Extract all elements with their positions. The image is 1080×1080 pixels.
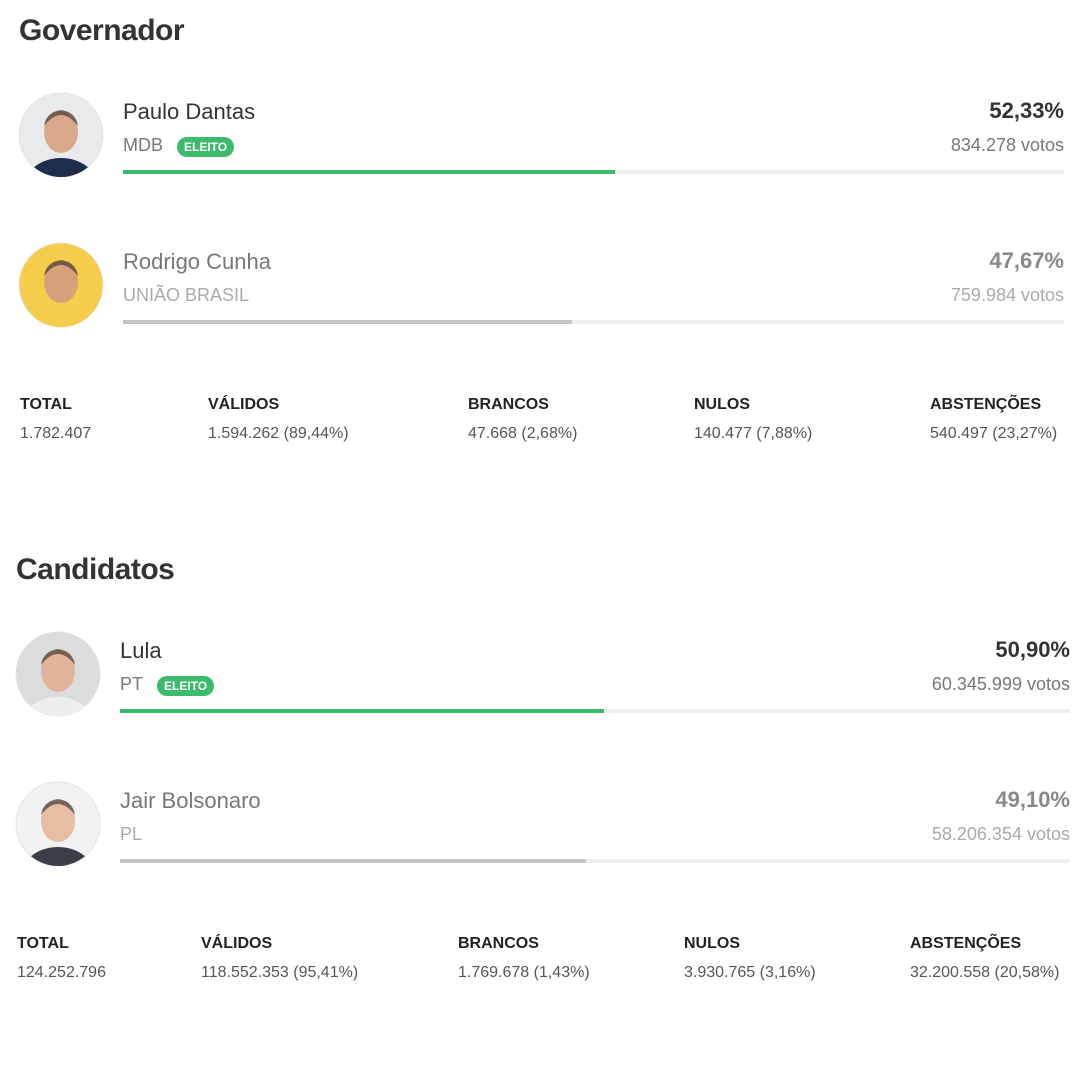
- stat-value: 540.497 (23,27%): [930, 425, 1058, 442]
- candidate-party: PL: [120, 824, 143, 844]
- avatar-shape: [27, 260, 95, 327]
- stat-value: 124.252.796: [17, 964, 106, 981]
- elected-badge: ELEITO: [157, 676, 215, 696]
- section-title: Candidatos: [16, 553, 175, 586]
- stat-label: ABSTENÇÕES: [910, 935, 1022, 952]
- candidate-percent: 49,10%: [995, 787, 1070, 812]
- vote-bar-track: [120, 859, 1070, 863]
- vote-bar: [120, 709, 604, 713]
- avatar-shape: [27, 158, 95, 177]
- candidate-name: Jair Bolsonaro: [120, 788, 261, 813]
- stat-label: TOTAL: [20, 396, 72, 413]
- candidate-votes: 60.345.999 votos: [931, 674, 1070, 694]
- candidate-name: Rodrigo Cunha: [123, 249, 271, 274]
- avatar-shape: [41, 800, 75, 842]
- avatar-shape: [27, 308, 95, 327]
- stat-value: 1.594.262 (89,44%): [208, 425, 349, 442]
- candidate-party: PT: [120, 674, 144, 694]
- stat-label: BRANCOS: [468, 396, 549, 413]
- avatar-shape: [44, 111, 78, 153]
- stat-value: 47.668 (2,68%): [468, 425, 578, 442]
- avatar-shape: [44, 260, 78, 276]
- stat-value: 32.200.558 (20,58%): [910, 964, 1060, 981]
- vote-bar-track: [123, 320, 1064, 324]
- stat-label: ABSTENÇÕES: [930, 396, 1042, 413]
- vote-bar-track: [120, 709, 1070, 713]
- avatar-shape: [41, 799, 75, 815]
- stat-value: 3.930.765 (3,16%): [684, 964, 816, 981]
- candidate-percent: 50,90%: [995, 637, 1070, 662]
- stat-label: VÁLIDOS: [201, 935, 273, 952]
- stat-value: 140.477 (7,88%): [694, 425, 813, 442]
- avatar-shape: [24, 697, 92, 716]
- avatar-shape: [44, 261, 78, 303]
- stat-value: 1.769.678 (1,43%): [458, 964, 590, 981]
- candidate-votes: 834.278 votos: [950, 135, 1064, 155]
- candidate-party: UNIÃO BRASIL: [123, 285, 250, 305]
- avatar: [15, 631, 101, 717]
- candidate-percent: 47,67%: [989, 248, 1064, 273]
- avatar-shape: [24, 799, 92, 866]
- section-title: Governador: [19, 14, 185, 47]
- avatar-shape: [27, 110, 95, 177]
- candidate-name: Paulo Dantas: [123, 99, 256, 124]
- candidate-name: Lula: [120, 638, 162, 663]
- avatar-shape: [41, 650, 75, 692]
- stat-label: VÁLIDOS: [208, 396, 280, 413]
- stat-label: NULOS: [684, 935, 740, 952]
- stat-label: TOTAL: [17, 935, 69, 952]
- stat-value: 1.782.407: [20, 425, 92, 442]
- vote-bar: [123, 320, 572, 324]
- candidate-votes: 58.206.354 votos: [931, 824, 1070, 844]
- candidate-party: MDB: [123, 135, 163, 155]
- avatar: [18, 242, 104, 328]
- vote-bar: [120, 859, 587, 863]
- avatar-shape: [24, 847, 92, 866]
- stat-value: 118.552.353 (95,41%): [201, 964, 359, 981]
- avatar: [18, 92, 104, 178]
- vote-bar-track: [123, 170, 1064, 174]
- avatar: [15, 781, 101, 867]
- avatar-shape: [44, 110, 78, 126]
- avatar-shape: [24, 649, 92, 716]
- stat-label: BRANCOS: [458, 935, 539, 952]
- avatar-shape: [41, 649, 75, 665]
- elected-badge: ELEITO: [177, 137, 235, 157]
- candidate-votes: 759.984 votos: [950, 285, 1064, 305]
- vote-bar: [123, 170, 616, 174]
- stat-label: NULOS: [694, 396, 750, 413]
- candidate-percent: 52,33%: [989, 98, 1064, 123]
